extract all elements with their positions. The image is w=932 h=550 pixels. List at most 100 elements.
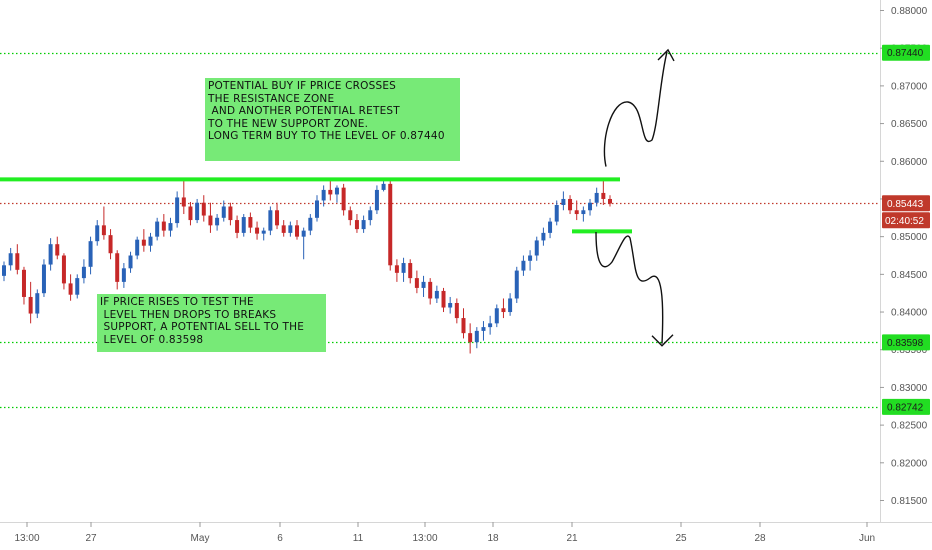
- candle-body: [361, 220, 366, 230]
- candle-body: [414, 278, 419, 288]
- candle-body: [208, 215, 213, 226]
- candle-body: [341, 187, 346, 211]
- candle-body: [501, 308, 506, 313]
- candle-body: [348, 210, 353, 221]
- candle-body: [75, 278, 80, 295]
- candle-body: [434, 290, 439, 299]
- candle-body: [554, 204, 559, 222]
- upper-target-badge-label: 0.87440: [887, 48, 924, 59]
- candle-body: [281, 225, 286, 233]
- price-tick-label: 0.86500: [891, 119, 928, 130]
- candle-body: [61, 255, 66, 284]
- price-tick-label: 0.87000: [891, 81, 928, 92]
- candle-body: [594, 192, 599, 203]
- candle-body: [508, 298, 513, 313]
- time-tick-label: 13:00: [412, 533, 437, 544]
- candle-body: [428, 281, 433, 299]
- candle-body: [261, 230, 266, 234]
- candle-body: [235, 220, 240, 233]
- time-axis: 13:00 27 May 6 11 13:00 18 21 25 28 Jun: [0, 522, 932, 544]
- time-tick-label: May: [191, 533, 210, 544]
- candle-body: [308, 217, 313, 231]
- time-tick-label: 18: [487, 533, 499, 544]
- bearish-projection-arrow: [595, 231, 664, 344]
- candle-body: [141, 239, 146, 246]
- sell-scenario-note: IF PRICE RISES TO TEST THE LEVEL THEN DR…: [97, 294, 326, 352]
- candle-body: [321, 189, 326, 201]
- candle-body: [488, 323, 493, 328]
- candle-body: [521, 260, 526, 271]
- candle-body: [588, 202, 593, 211]
- candle-body: [534, 240, 539, 256]
- candle-body: [561, 198, 566, 205]
- price-axis: 0.880000.875000.870000.865000.860000.855…: [880, 0, 928, 522]
- price-tick-label: 0.84000: [891, 308, 928, 319]
- candle-body: [288, 225, 293, 233]
- candle-body: [95, 225, 100, 242]
- arrow-head-up: [657, 48, 675, 62]
- candle-body: [295, 225, 300, 237]
- candle-body: [454, 302, 459, 319]
- candle-body: [155, 221, 160, 237]
- candle-body: [581, 210, 586, 215]
- candle-body: [195, 202, 200, 221]
- price-tick-label: 0.84500: [891, 270, 928, 281]
- time-tick-label: 25: [675, 533, 687, 544]
- candle-body: [388, 183, 393, 266]
- candle-body: [188, 206, 193, 221]
- candle-body: [381, 183, 386, 190]
- candle-body: [468, 333, 473, 343]
- candle-body: [528, 255, 533, 261]
- level-badges: 0.87440 0.83598 0.82742 0.85443 02:40:52: [882, 44, 930, 415]
- lower-target-badge: [882, 334, 930, 351]
- candle-body: [601, 192, 606, 199]
- price-tick-label: 0.86000: [891, 157, 928, 168]
- candle-body: [68, 283, 73, 295]
- candle-body: [28, 296, 33, 314]
- candle-body: [148, 236, 153, 246]
- candle-body: [121, 268, 126, 282]
- candle-body: [301, 230, 306, 237]
- upper-target-badge: [882, 44, 930, 61]
- candle-body: [55, 244, 60, 256]
- candle-body: [228, 206, 233, 221]
- countdown-label: 02:40:52: [885, 216, 924, 227]
- current-price-badge-label: 0.85443: [887, 199, 924, 210]
- time-tick-label: 21: [566, 533, 578, 544]
- candle-body: [161, 221, 166, 231]
- candle-body: [35, 293, 40, 314]
- candle-body: [15, 253, 20, 270]
- candles: [2, 177, 612, 354]
- candle-body: [401, 263, 406, 273]
- candle-body: [374, 189, 379, 211]
- bullish-projection-arrow: [603, 51, 668, 167]
- candle-body: [248, 217, 253, 228]
- candle-body: [21, 269, 26, 297]
- candle-body: [115, 253, 120, 282]
- lower-level-badge: [882, 398, 930, 415]
- candle-body: [175, 197, 180, 224]
- current-price-badge: [882, 195, 930, 212]
- candle-body: [494, 308, 499, 324]
- buy-scenario-note: POTENTIAL BUY IF PRICE CROSSES THE RESIS…: [205, 78, 460, 161]
- candle-body: [408, 263, 413, 279]
- price-tick-label: 0.85000: [891, 232, 928, 243]
- candle-body: [474, 330, 479, 343]
- candle-body: [268, 210, 273, 231]
- candle-body: [8, 253, 13, 266]
- candle-body: [255, 227, 260, 234]
- candle-body: [334, 187, 339, 195]
- candle-body: [201, 202, 206, 216]
- candle-body: [215, 217, 220, 226]
- candle-body: [101, 225, 106, 236]
- candle-body: [448, 302, 453, 308]
- candle-body: [314, 200, 319, 218]
- time-tick-label: Jun: [859, 533, 875, 544]
- candle-body: [2, 265, 6, 276]
- candle-body: [181, 197, 186, 207]
- candle-body: [481, 327, 486, 331]
- candle-body: [421, 281, 426, 288]
- time-tick-label: 6: [277, 533, 283, 544]
- price-tick-label: 0.81500: [891, 496, 928, 507]
